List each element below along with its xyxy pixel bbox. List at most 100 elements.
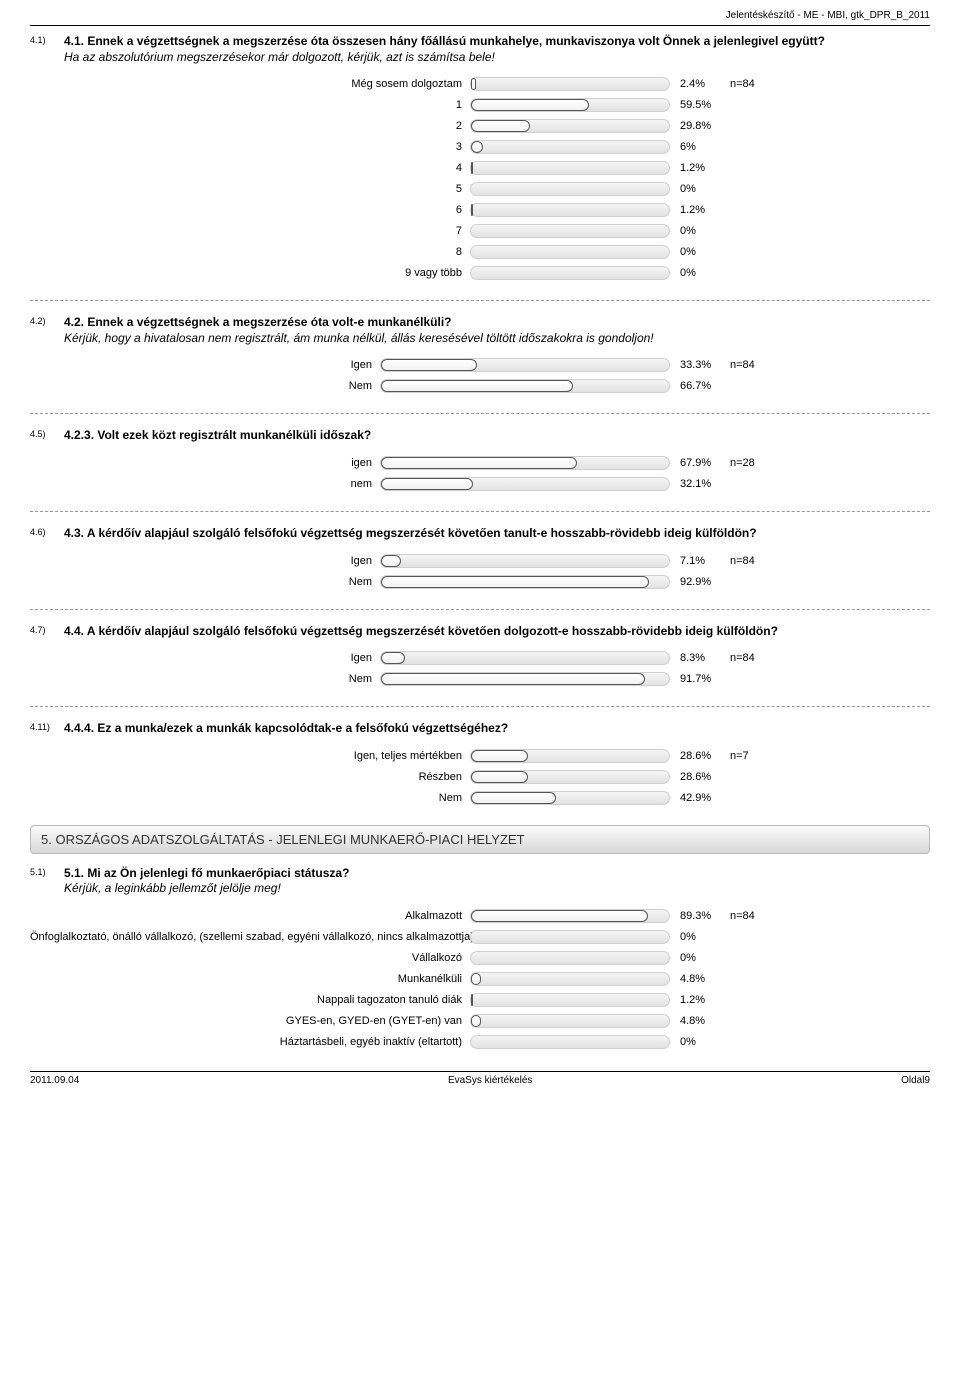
- bar-n: n=84: [730, 359, 780, 371]
- bar-label: 2: [30, 120, 470, 132]
- bar-row: 61.2%: [30, 201, 930, 219]
- bar-percent: 32.1%: [670, 478, 730, 490]
- bar-fill: [471, 120, 530, 132]
- bar-track: [470, 909, 670, 923]
- bar-row: Részben28.6%: [30, 768, 930, 786]
- bar-fill: [381, 555, 401, 567]
- bar-fill: [471, 973, 481, 985]
- question-block: 4.7) 4.4. A kérdőív alapjául szolgáló fel…: [30, 624, 930, 689]
- separator: [30, 706, 930, 707]
- bar-track: [470, 972, 670, 986]
- bar-row: 7 0%: [30, 222, 930, 240]
- footer-date: 2011.09.04: [30, 1075, 79, 1086]
- bar-row: Igen8.3%n=84: [30, 649, 930, 667]
- bar-percent: 59.5%: [670, 99, 730, 111]
- bar-row: Alkalmazott89.3%n=84: [30, 907, 930, 925]
- bar-row: 159.5%: [30, 96, 930, 114]
- question-block: 4.6)4.3. A kérdőív alapjául szolgáló fel…: [30, 526, 930, 591]
- bar-row: GYES-en, GYED-en (GYET-en) van4.8%: [30, 1012, 930, 1030]
- question-subtitle: Kérjük, hogy a hivatalosan nem regisztrá…: [64, 331, 930, 347]
- bar-track: [470, 245, 670, 259]
- question-tag: 5.1): [30, 866, 58, 877]
- bar-row: 50%: [30, 180, 930, 198]
- bar-row: Még sosem dolgoztam2.4%n=84: [30, 75, 930, 93]
- bar-label: Alkalmazott: [30, 910, 470, 922]
- bar-row: Nem92.9%: [30, 573, 930, 591]
- bar-track: [470, 1014, 670, 1028]
- bar-track: [380, 456, 670, 470]
- q51-container: 5.1)5.1. Mi az Ön jelenlegi fő munkaerőp…: [30, 866, 930, 1051]
- bar-percent: 0%: [670, 225, 730, 237]
- question-subtitle: Kérjük, a leginkább jellemzőt jelölje me…: [64, 881, 930, 897]
- bar-label: Igen: [30, 359, 380, 371]
- bar-percent: 0%: [670, 931, 730, 943]
- bar-track: [470, 224, 670, 238]
- bar-label: Önfoglalkoztató, önálló vállalkozó, (sze…: [30, 931, 470, 943]
- question-title: 4.2.3. Volt ezek közt regisztrált munkan…: [64, 428, 930, 444]
- bar-track: [470, 98, 670, 112]
- bar-fill: [471, 750, 528, 762]
- bar-percent: 28.6%: [670, 750, 730, 762]
- bar-row: 9 vagy több0%: [30, 264, 930, 282]
- bar-fill: [381, 673, 645, 685]
- separator: [30, 511, 930, 512]
- bar-label: Igen: [30, 652, 380, 664]
- bar-fill: [381, 652, 405, 664]
- bar-label: Nappali tagozaton tanuló diák: [30, 994, 470, 1006]
- bars-group: Alkalmazott89.3%n=84Önfoglalkoztató, öná…: [30, 907, 930, 1051]
- bar-track: [380, 651, 670, 665]
- bar-label: Nem: [30, 792, 470, 804]
- bar-track: [380, 379, 670, 393]
- bar-percent: 89.3%: [670, 910, 730, 922]
- question-title: 4.2. Ennek a végzettségnek a megszerzése…: [64, 315, 930, 331]
- bar-fill: [381, 380, 573, 392]
- bar-label: Igen: [30, 555, 380, 567]
- bar-label: 3: [30, 141, 470, 153]
- bar-row: Háztartásbeli, egyéb inaktív (eltartott)…: [30, 1033, 930, 1051]
- question-tag: 4.5): [30, 428, 58, 439]
- bar-label: igen: [30, 457, 380, 469]
- bar-row: 3 6%: [30, 138, 930, 156]
- bar-percent: 33.3%: [670, 359, 730, 371]
- bar-label: Nem: [30, 576, 380, 588]
- footer-center: EvaSys kiértékelés: [448, 1075, 532, 1086]
- bar-track: [380, 672, 670, 686]
- bar-track: [470, 161, 670, 175]
- section-5-header: 5. ORSZÁGOS ADATSZOLGÁLTATÁS - JELENLEGI…: [30, 825, 930, 854]
- bar-row: Igen7.1%n=84: [30, 552, 930, 570]
- bar-fill: [471, 204, 473, 216]
- bars-group: Igen33.3%n=84Nem66.7%: [30, 356, 930, 395]
- bar-track: [380, 554, 670, 568]
- bar-percent: 66.7%: [670, 380, 730, 392]
- question-tag: 4.2): [30, 315, 58, 326]
- bar-row: Munkanélküli4.8%: [30, 970, 930, 988]
- bar-fill: [381, 478, 473, 490]
- bar-percent: 7.1%: [670, 555, 730, 567]
- bar-percent: 6%: [670, 141, 730, 153]
- separator: [30, 300, 930, 301]
- bar-row: Nem91.7%: [30, 670, 930, 688]
- bar-fill: [471, 994, 473, 1006]
- bar-percent: 2.4%: [670, 78, 730, 90]
- bar-track: [380, 575, 670, 589]
- bar-n: n=7: [730, 750, 780, 762]
- bar-row: Vállalkozó 0%: [30, 949, 930, 967]
- bar-row: 80%: [30, 243, 930, 261]
- bars-group: igen67.9%n=28nem32.1%: [30, 454, 930, 493]
- bar-fill: [381, 457, 577, 469]
- bar-percent: 0%: [670, 952, 730, 964]
- question-title: 4.4. A kérdőív alapjául szolgáló felsőfo…: [64, 624, 930, 640]
- bar-percent: 4.8%: [670, 973, 730, 985]
- question-tag: 4.11): [30, 721, 58, 732]
- bar-track: [470, 993, 670, 1007]
- bar-label: Háztartásbeli, egyéb inaktív (eltartott): [30, 1036, 470, 1048]
- bar-percent: 67.9%: [670, 457, 730, 469]
- bar-percent: 0%: [670, 1036, 730, 1048]
- bar-track: [470, 182, 670, 196]
- footer-page: Oldal9: [901, 1075, 930, 1086]
- bar-label: Vállalkozó: [30, 952, 470, 964]
- bar-fill: [471, 141, 483, 153]
- bar-label: 7: [30, 225, 470, 237]
- bar-percent: 8.3%: [670, 652, 730, 664]
- question-tag: 4.7): [30, 624, 58, 635]
